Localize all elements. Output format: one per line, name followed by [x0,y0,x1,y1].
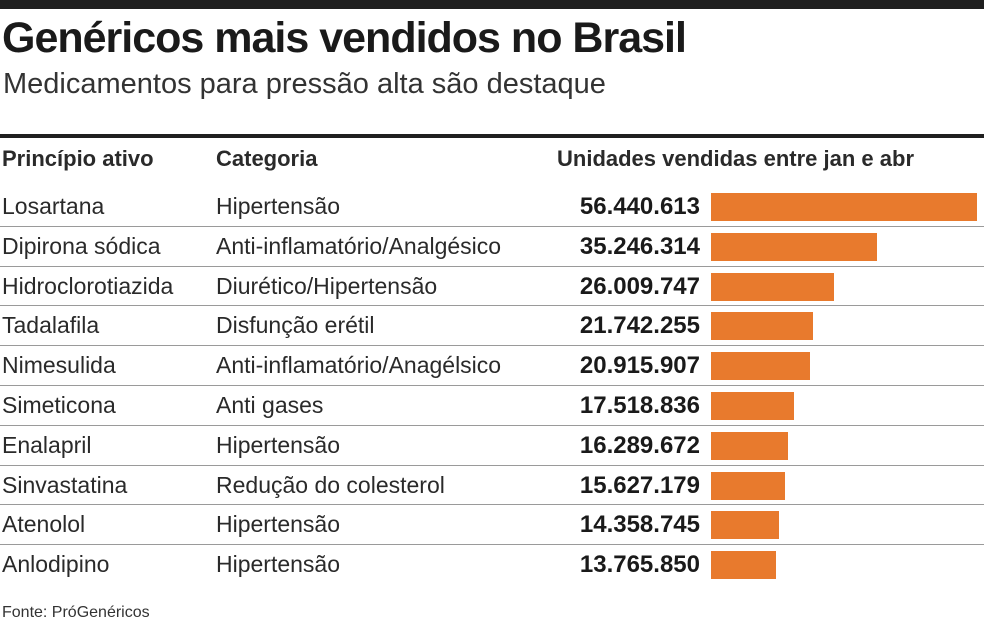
bar-losartana [711,193,977,221]
categoria-cell: Hipertensão [216,511,341,538]
chart-subtitle: Medicamentos para pressão alta são desta… [3,68,606,100]
categoria-cell: Hipertensão [216,193,341,219]
categoria-cell: Hipertensão [216,551,341,578]
value-label: 13.765.850 [579,551,700,579]
principio-cell: Tadalafila [2,312,100,339]
value-label: 56.440.613 [579,193,700,220]
column-header-unidades: Unidades vendidas entre jan e abr [557,146,915,171]
principio-cell: Sinvastatina [2,471,128,498]
bar-tadalafila [711,312,813,341]
bar-dipirona-sodica [711,232,877,261]
categoria-cell: Anti gases [216,391,324,418]
bar-enalapril [711,431,788,460]
principio-cell: Atenolol [2,511,86,538]
bar-hidroclorotiazida [711,272,834,301]
table-row: Tadalafila Disfunção erétil 21.742.255 [0,306,984,347]
table-row: Hidroclorotiazida Diurético/Hipertensão … [0,267,984,307]
principio-cell: Dipirona sódica [2,232,161,259]
top-rule [0,0,984,9]
categoria-cell: Disfunção erétil [216,312,375,339]
value-label: 26.009.747 [579,272,700,300]
table-row: Anlodipino Hipertensão 13.765.850 [0,545,984,585]
table-row: Sinvastatina Redução do colesterol 15.62… [0,466,984,506]
principio-cell: Enalapril [2,431,92,458]
value-label: 16.289.672 [579,431,700,459]
column-header-principio: Princípio ativo [2,146,154,171]
categoria-cell: Anti-inflamatório/Analgésico [216,232,502,259]
principio-cell: Hidroclorotiazida [2,272,174,299]
table-row: Dipirona sódica Anti-inflamatório/Analgé… [0,227,984,267]
categoria-cell: Anti-inflamatório/Anagélsico [216,352,502,379]
column-header-categoria: Categoria [216,146,318,171]
bar-sinvastatina [711,471,785,500]
table-row: Enalapril Hipertensão 16.289.672 [0,426,984,466]
bar-anlodipino [711,551,776,580]
chart-title: Genéricos mais vendidos no Brasil [2,14,687,62]
table-row: Atenolol Hipertensão 14.358.745 [0,505,984,546]
value-label: 35.246.314 [579,232,700,260]
principio-cell: Simeticona [2,391,116,418]
table-body: Losartana Hipertensão 56.440.613 Dipiron… [0,187,984,585]
table-row: Simeticona Anti gases 17.518.836 [0,386,984,426]
categoria-cell: Hipertensão [216,431,341,458]
value-label: 21.742.255 [579,312,700,340]
value-label: 15.627.179 [579,471,700,499]
value-label: 17.518.836 [579,391,700,419]
bar-simeticona [711,391,794,420]
value-label: 20.915.907 [579,352,700,380]
bar-atenolol [711,511,779,540]
source-note: Fonte: PróGenéricos [2,604,150,621]
principio-cell: Anlodipino [2,551,110,578]
table-row: Nimesulida Anti-inflamatório/Anagélsico … [0,346,984,386]
header-rule [0,134,984,138]
categoria-cell: Redução do colesterol [216,471,445,498]
bar-nimesulida [711,352,810,381]
principio-cell: Nimesulida [2,352,116,379]
value-label: 14.358.745 [579,511,700,539]
categoria-cell: Diurético/Hipertensão [216,272,438,299]
table-row: Losartana Hipertensão 56.440.613 [0,187,984,227]
principio-cell: Losartana [2,193,105,219]
